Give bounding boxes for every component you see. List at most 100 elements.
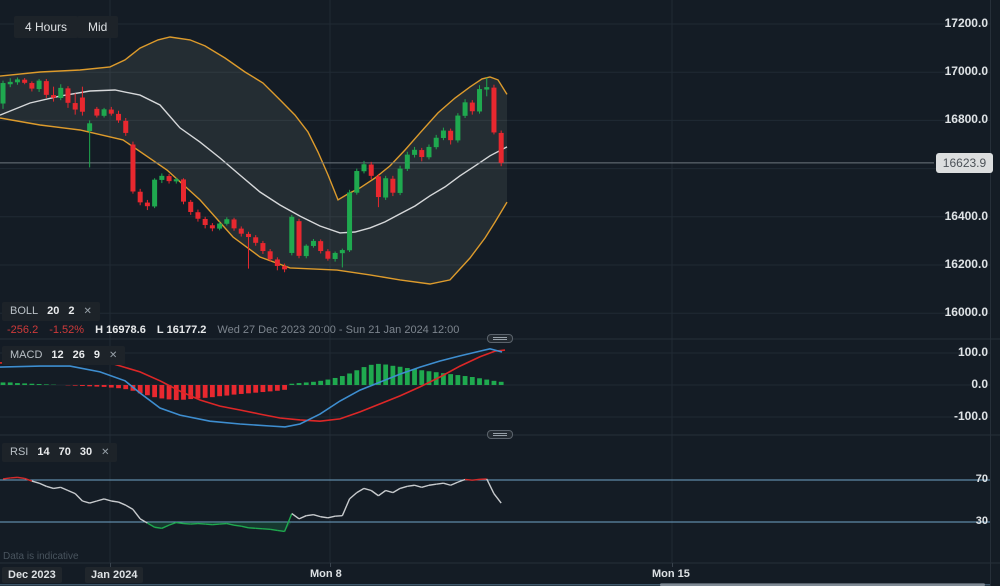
price-axis-label: 16000.0 bbox=[944, 305, 988, 320]
candle-body bbox=[209, 225, 215, 229]
macd-histogram-bar bbox=[303, 382, 309, 385]
axis-border bbox=[990, 0, 991, 586]
candle-body bbox=[397, 168, 403, 193]
candle-body bbox=[267, 251, 273, 260]
price-axis-label: 17200.0 bbox=[944, 16, 988, 30]
rsi-line-segment bbox=[255, 527, 263, 530]
rsi-line-segment bbox=[89, 500, 98, 504]
candle-body bbox=[412, 149, 418, 155]
rsi-line-segment bbox=[60, 486, 69, 492]
macd-histogram-bar bbox=[498, 381, 504, 385]
candle-body bbox=[274, 259, 280, 266]
rsi-line-segment bbox=[450, 481, 459, 486]
candle-body bbox=[354, 171, 360, 193]
macd-histogram-bar bbox=[108, 385, 114, 388]
rsi-line-segment bbox=[277, 529, 285, 533]
rsi-line-segment bbox=[298, 515, 307, 520]
candle-body bbox=[361, 164, 367, 172]
macd-histogram-bar bbox=[426, 371, 432, 385]
macd-histogram-bar bbox=[289, 383, 295, 385]
rsi-line-segment bbox=[363, 487, 372, 492]
macd-histogram-bar bbox=[469, 377, 475, 385]
rsi-line-segment bbox=[197, 522, 206, 525]
rsi-line-segment bbox=[168, 521, 177, 526]
rsi-line-segment bbox=[226, 522, 235, 526]
rsi-line-segment bbox=[147, 522, 155, 528]
macd-signal-line bbox=[0, 349, 506, 423]
macd-histogram-bar bbox=[339, 376, 345, 385]
rsi-line-segment bbox=[414, 484, 422, 489]
candle-body bbox=[43, 81, 49, 95]
macd-histogram-bar bbox=[347, 373, 352, 385]
candle-body bbox=[339, 250, 345, 254]
rsi-line-segment bbox=[392, 487, 401, 494]
candle-body bbox=[130, 144, 136, 192]
price-type-button[interactable]: Mid bbox=[77, 16, 119, 38]
rsi-line-segment bbox=[82, 500, 90, 504]
macd-histogram-bar bbox=[441, 373, 446, 385]
macd-histogram-bar bbox=[361, 367, 367, 385]
macd-histogram-bar bbox=[253, 385, 259, 393]
rsi-param-overbought: 70 bbox=[58, 446, 71, 458]
rsi-line-segment bbox=[31, 480, 40, 484]
scrollbar-thumb[interactable] bbox=[660, 583, 985, 586]
boll-indicator-chip[interactable]: BOLL 20 2 ✕ bbox=[2, 302, 100, 321]
rsi-oversold-fill bbox=[3, 522, 502, 532]
candle-body bbox=[7, 81, 13, 85]
rsi-line-segment bbox=[378, 489, 387, 497]
rsi-indicator-chip[interactable]: RSI 14 70 30 ✕ bbox=[2, 443, 118, 462]
rsi-axis-label: 70 bbox=[975, 473, 988, 485]
rsi-line-segment bbox=[335, 515, 343, 517]
candle-body bbox=[217, 223, 223, 229]
macd-panel-resize-handle[interactable] bbox=[487, 334, 513, 343]
macd-histogram-bar bbox=[166, 385, 172, 400]
rsi-line-segment bbox=[407, 484, 415, 487]
macd-histogram-bar bbox=[376, 363, 381, 385]
candle-body bbox=[462, 102, 468, 116]
candle-body bbox=[87, 123, 93, 132]
rsi-panel-resize-handle[interactable] bbox=[487, 430, 513, 439]
bollinger-band-fill bbox=[0, 37, 507, 284]
rsi-line-segment bbox=[313, 513, 321, 518]
candle-body bbox=[65, 88, 71, 103]
macd-indicator-name: MACD bbox=[10, 349, 43, 361]
macd-histogram-bar bbox=[274, 385, 280, 391]
rsi-line-segment bbox=[17, 476, 25, 480]
price-axis-label: 16200.0 bbox=[944, 257, 988, 271]
macd-histogram-bar bbox=[462, 376, 468, 385]
rsi-line-segment bbox=[270, 528, 278, 532]
candle-body bbox=[498, 132, 504, 163]
rsi-axis-label: 30 bbox=[975, 515, 988, 527]
rsi-line-segment bbox=[320, 516, 329, 519]
price-axis-label: 17000.0 bbox=[944, 64, 988, 79]
candle-body bbox=[419, 150, 425, 158]
scrollbar-track[interactable] bbox=[0, 584, 990, 586]
rsi-line-segment bbox=[219, 522, 227, 525]
macd-histogram-bar bbox=[477, 378, 482, 385]
time-axis-label: Jan 2024 bbox=[85, 567, 144, 583]
boll-indicator-name: BOLL bbox=[10, 305, 39, 317]
time-axis-tick bbox=[672, 563, 673, 567]
macd-indicator-chip[interactable]: MACD 12 26 9 ✕ bbox=[2, 346, 126, 365]
macd-histogram-bar bbox=[311, 381, 316, 385]
candle-body bbox=[469, 102, 475, 112]
macd-histogram-bar bbox=[202, 385, 208, 398]
rsi-close-icon[interactable]: ✕ bbox=[101, 447, 110, 458]
candle-body bbox=[368, 164, 374, 176]
macd-histogram-bar bbox=[383, 364, 389, 385]
rsi-line-segment bbox=[2, 477, 11, 480]
macd-param-fast: 12 bbox=[51, 349, 64, 361]
price-axis-label: 16400.0 bbox=[944, 208, 988, 223]
rsi-line-segment bbox=[154, 526, 162, 529]
time-axis-label: Dec 2023 bbox=[2, 567, 62, 583]
boll-close-icon[interactable]: ✕ bbox=[83, 306, 92, 317]
rsi-line-segment bbox=[212, 523, 220, 526]
timeframe-button[interactable]: 4 Hours bbox=[14, 16, 79, 38]
macd-line bbox=[0, 347, 503, 428]
rsi-line-segment bbox=[96, 498, 105, 502]
macd-histogram-bar bbox=[217, 385, 222, 397]
macd-close-icon[interactable]: ✕ bbox=[109, 350, 118, 361]
candle-body bbox=[484, 87, 490, 90]
